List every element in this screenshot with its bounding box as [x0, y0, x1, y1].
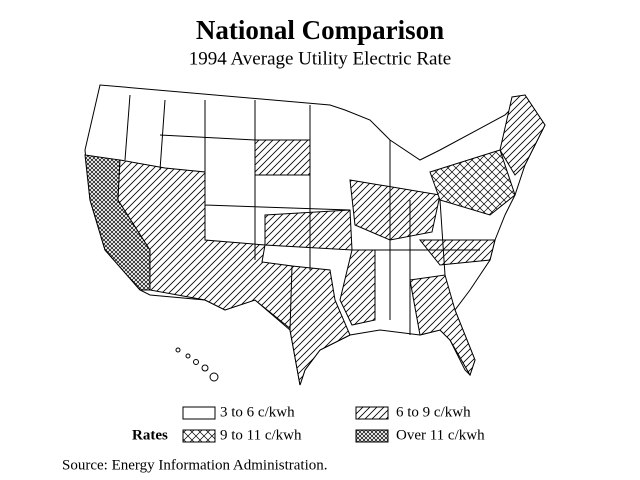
- region-central: [264, 209, 353, 251]
- legend-swatch: [355, 406, 389, 420]
- region-mississippi: [339, 249, 376, 326]
- us-map: [84, 84, 546, 386]
- legend-swatch: [182, 429, 216, 443]
- state-lines: [124, 94, 480, 335]
- region-dakota: [254, 139, 311, 176]
- legend-item: Over 11 c/kwh: [396, 427, 485, 443]
- source: Source: Energy Information Administratio…: [62, 457, 328, 473]
- hawaii: [175, 347, 219, 382]
- region-texas: [289, 265, 351, 386]
- region-midwest: [349, 179, 441, 241]
- legend: 3 to 6 c/kwh 6 to 9 c/kwh Rates 9 to 11 …: [132, 404, 485, 443]
- title: National Comparison: [196, 15, 444, 45]
- region-new-england: [499, 94, 546, 176]
- legend-swatch: [355, 429, 389, 443]
- legend-item: 6 to 9 c/kwh: [396, 404, 471, 420]
- subtitle: 1994 Average Utility Electric Rate: [189, 48, 451, 69]
- legend-swatch: [182, 406, 216, 420]
- region-virginia: [418, 239, 496, 266]
- legend-item: 3 to 6 c/kwh: [220, 404, 295, 420]
- region-northeast: [429, 149, 516, 216]
- legend-item: 9 to 11 c/kwh: [220, 427, 302, 443]
- region-southeast: [409, 274, 476, 377]
- legend-label: Rates: [132, 427, 168, 443]
